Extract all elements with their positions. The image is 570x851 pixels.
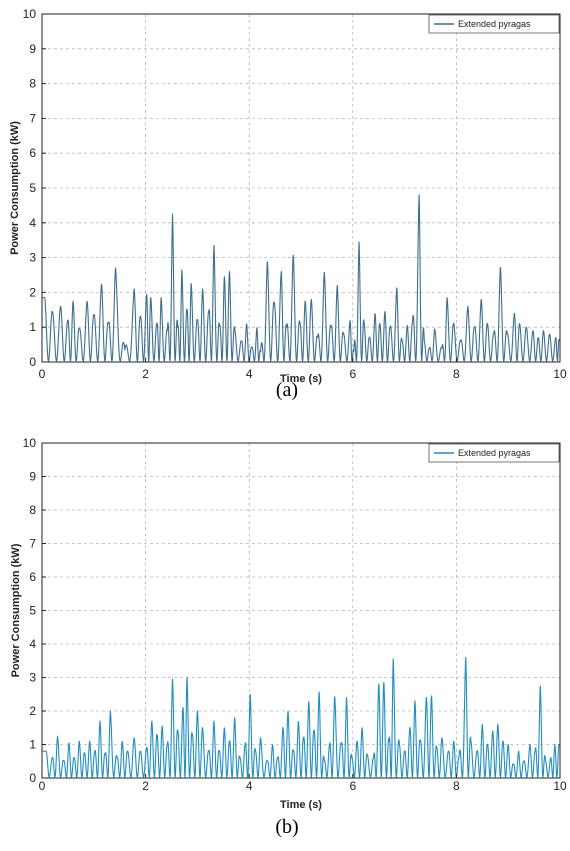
y-tick-label: 4 <box>29 637 36 651</box>
series-line <box>41 194 561 362</box>
x-tick-label: 6 <box>349 779 356 793</box>
x-tick-label: 10 <box>553 367 567 381</box>
x-tick-label: 6 <box>349 367 356 381</box>
legend-box <box>428 443 560 463</box>
legend: Extended pyragas <box>428 443 560 463</box>
y-tick-label: 5 <box>29 181 36 195</box>
x-tick-label: 4 <box>246 367 253 381</box>
y-tick-label: 0 <box>29 771 36 785</box>
y-axis-label: Power Consumption (kW) <box>9 121 21 255</box>
y-tick-label: 10 <box>23 436 37 450</box>
y-tick-label: 10 <box>23 7 37 21</box>
y-tick-label: 9 <box>29 470 36 484</box>
x-tick-label: 2 <box>142 779 149 793</box>
x-tick-label: 4 <box>246 779 253 793</box>
x-tick-label: 8 <box>453 779 460 793</box>
y-tick-label: 7 <box>29 111 36 125</box>
y-tick-label: 7 <box>29 537 36 551</box>
x-axis-label: Time (s) <box>280 373 322 385</box>
x-tick-label: 8 <box>453 367 460 381</box>
y-axis-label: Power Consumption (kW) <box>10 543 22 677</box>
y-tick-label: 2 <box>29 704 36 718</box>
legend-label: Extended pyragas <box>458 448 531 458</box>
legend-label: Extended pyragas <box>458 19 531 29</box>
legend-box <box>428 14 560 34</box>
y-tick-label: 2 <box>29 285 36 299</box>
series-line <box>41 656 561 778</box>
y-tick-label: 4 <box>29 216 36 230</box>
y-tick-label: 8 <box>29 77 36 91</box>
y-tick-label: 6 <box>29 570 36 584</box>
chart-panel-b: 0 2 4 6 8 10 0 1 2 3 4 5 6 7 8 9 10 Time (s) Power Consump… <box>10 436 567 838</box>
y-tick-label: 6 <box>29 146 36 160</box>
chart-panel-a: 0 2 4 6 8 10 0 1 2 3 4 5 6 7 8 9 10 Time (s) Power Consump… <box>9 7 567 401</box>
y-tick-label: 1 <box>29 738 36 752</box>
x-tick-label: 0 <box>39 779 46 793</box>
y-tick-label: 9 <box>29 42 36 56</box>
panel-caption: (b) <box>275 816 298 838</box>
x-tick-label: 10 <box>553 779 567 793</box>
y-tick-label: 1 <box>29 320 36 334</box>
y-tick-label: 5 <box>29 604 36 618</box>
x-tick-label: 2 <box>142 367 149 381</box>
y-tick-label: 8 <box>29 503 36 517</box>
y-tick-label: 3 <box>29 251 36 265</box>
x-tick-label: 0 <box>39 367 46 381</box>
legend: Extended pyragas <box>428 14 560 34</box>
y-tick-label: 3 <box>29 671 36 685</box>
y-tick-label: 0 <box>29 355 36 369</box>
x-axis-label: Time (s) <box>280 799 322 811</box>
panel-caption: (a) <box>276 379 298 401</box>
